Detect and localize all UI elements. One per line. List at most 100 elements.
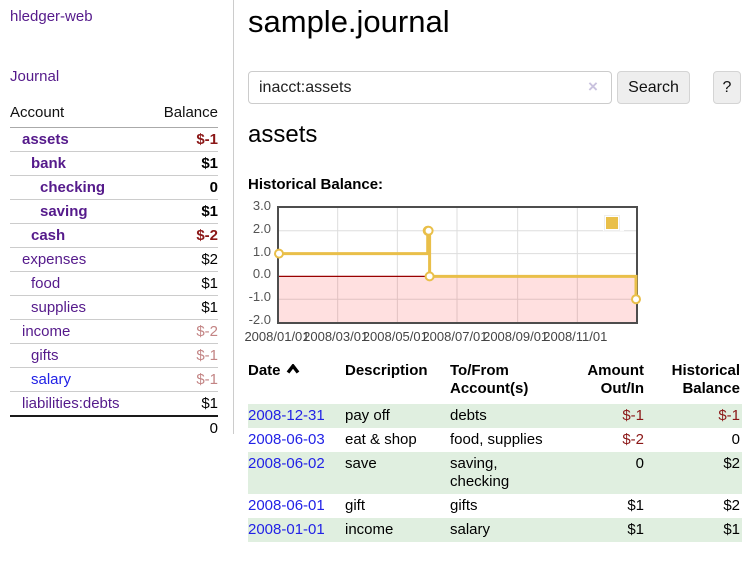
y-axis-tick-label: 2.0	[252, 220, 271, 236]
transaction-amount: $1	[627, 521, 644, 538]
x-axis-tick-label: 2008/07/01	[422, 329, 488, 344]
help-button[interactable]: ?	[713, 71, 741, 104]
account-balance: $-1	[149, 127, 218, 152]
account-link-salary[interactable]: salary	[31, 371, 72, 388]
transaction-description: pay off	[345, 407, 390, 424]
main-content: sample.journal × Search ? assets Histori…	[244, 0, 742, 582]
account-link-gifts[interactable]: gifts	[31, 347, 59, 364]
account-balance: 0	[149, 175, 218, 200]
register-header-date[interactable]: Date	[248, 358, 345, 404]
account-balance: $1	[149, 151, 218, 176]
account-heading: assets	[248, 121, 318, 148]
y-axis-tick-label: 3.0	[252, 198, 271, 213]
accounts-header-row: Account Balance	[10, 100, 218, 128]
clear-search-icon[interactable]: ×	[588, 77, 598, 96]
register-header-tofrom: To/From Account(s)	[450, 362, 529, 397]
account-balance: $-1	[149, 343, 218, 368]
account-link-supplies[interactable]: supplies	[31, 299, 87, 316]
account-link-income[interactable]: income	[22, 323, 71, 340]
accounts-total-balance: 0	[149, 415, 218, 440]
transaction-amount: $-2	[622, 431, 644, 448]
transaction-description: save	[345, 455, 377, 472]
account-row: gifts $-1	[10, 343, 218, 368]
data-point	[423, 225, 434, 236]
transaction-description: income	[345, 521, 394, 538]
account-link-expenses[interactable]: expenses	[22, 251, 87, 268]
transaction-date-link[interactable]: 2008-01-01	[248, 521, 325, 538]
data-point	[424, 271, 435, 282]
x-axis-tick-label: 2008/01/01	[244, 329, 310, 344]
sort-ascending-icon	[286, 364, 299, 374]
accounts-header-account: Account	[10, 100, 150, 128]
account-balance: $-2	[149, 319, 218, 344]
account-link-checking[interactable]: checking	[40, 179, 106, 196]
page-title: sample.journal	[248, 4, 450, 39]
x-axis-tick-label: 2008/05/01	[362, 329, 428, 344]
account-link-liabilities-debts[interactable]: liabilities:debts	[22, 395, 120, 412]
account-row: food $1	[10, 271, 218, 296]
account-row: checking 0	[10, 175, 218, 200]
transaction-accounts: debts	[450, 407, 487, 424]
y-axis-tick-label: 0.0	[252, 266, 271, 282]
search-bar: × Search ?	[248, 71, 742, 105]
transaction-date-link[interactable]: 2008-06-01	[248, 497, 325, 514]
chart-canvas	[274, 208, 641, 322]
register-row[interactable]: 2008-12-31 pay off debts $-1 $-1	[248, 404, 742, 428]
account-link-assets[interactable]: assets	[22, 131, 69, 148]
search-input[interactable]	[248, 71, 612, 104]
account-balance: $1	[149, 271, 218, 296]
transaction-amount: $1	[627, 497, 644, 514]
register-row[interactable]: 2008-06-02 save saving, checking 0 $2	[248, 452, 742, 494]
sidebar-item-journal[interactable]: Journal	[10, 68, 60, 85]
transaction-balance: $1	[723, 521, 740, 538]
register-row[interactable]: 2008-01-01 income salary $1 $1	[248, 518, 742, 542]
app-brand-link[interactable]: hledger-web	[10, 8, 93, 25]
account-link-bank[interactable]: bank	[31, 155, 67, 172]
chart-title: Historical Balance:	[248, 176, 384, 193]
account-link-food[interactable]: food	[31, 275, 61, 292]
historical-balance-chart: 3.0 2.0 1.0 0.0 -1.0 -2.0 2008/01/01 2008/03/0…	[244, 198, 742, 349]
register-header-historical: Historical Balance	[671, 362, 740, 397]
account-row: liabilities:debts $1	[10, 391, 218, 417]
account-balance: $-2	[149, 223, 218, 248]
account-balance: $2	[149, 247, 218, 272]
x-axis-tick-label: 2008/11/01	[543, 329, 608, 344]
x-axis-tick-label: 2008/03/01	[303, 329, 369, 344]
transaction-balance: 0	[731, 431, 740, 448]
data-point	[274, 248, 284, 259]
account-row: assets $-1	[10, 127, 218, 152]
transaction-amount: $-1	[622, 407, 644, 424]
transaction-date-link[interactable]: 2008-06-02	[248, 455, 325, 472]
transaction-accounts: saving, checking	[450, 455, 510, 490]
transaction-accounts: food, supplies	[450, 431, 543, 448]
transaction-amount: 0	[635, 455, 644, 472]
register-row[interactable]: 2008-06-01 gift gifts $1 $2	[248, 494, 742, 518]
register-header-row: Date Description To/From Account(s) Amou…	[248, 358, 742, 404]
account-balance: $1	[149, 295, 218, 320]
legend-swatch-icon	[605, 216, 619, 230]
transaction-balance: $-1	[718, 407, 740, 424]
account-row: supplies $1	[10, 295, 218, 320]
negative-region	[279, 276, 636, 322]
transaction-date-link[interactable]: 2008-06-03	[248, 431, 325, 448]
y-axis-tick-label: -2.0	[248, 312, 271, 327]
accounts-balance-table: Account Balance assets $-1 bank $1 check…	[10, 100, 218, 440]
chart-legend	[603, 215, 624, 231]
account-row: cash $-2	[10, 223, 218, 248]
transaction-date-link[interactable]: 2008-12-31	[248, 407, 325, 424]
register-row[interactable]: 2008-06-03 eat & shop food, supplies $-2…	[248, 428, 742, 452]
account-row: salary $-1	[10, 367, 218, 392]
sidebar-divider	[233, 0, 234, 434]
account-link-cash[interactable]: cash	[31, 227, 66, 244]
register-header-amount: Amount Out/In	[587, 362, 644, 397]
chart-plot-area	[274, 206, 641, 324]
account-link-saving[interactable]: saving	[40, 203, 88, 220]
search-button[interactable]: Search	[617, 71, 690, 104]
account-row: income $-2	[10, 319, 218, 344]
account-row: saving $1	[10, 199, 218, 224]
y-axis-tick-label: 1.0	[252, 243, 271, 259]
account-row: bank $1	[10, 151, 218, 176]
register-table: Date Description To/From Account(s) Amou…	[248, 358, 742, 542]
transaction-accounts: gifts	[450, 497, 478, 514]
x-axis-tick-label: 2008/09/01	[483, 329, 549, 344]
